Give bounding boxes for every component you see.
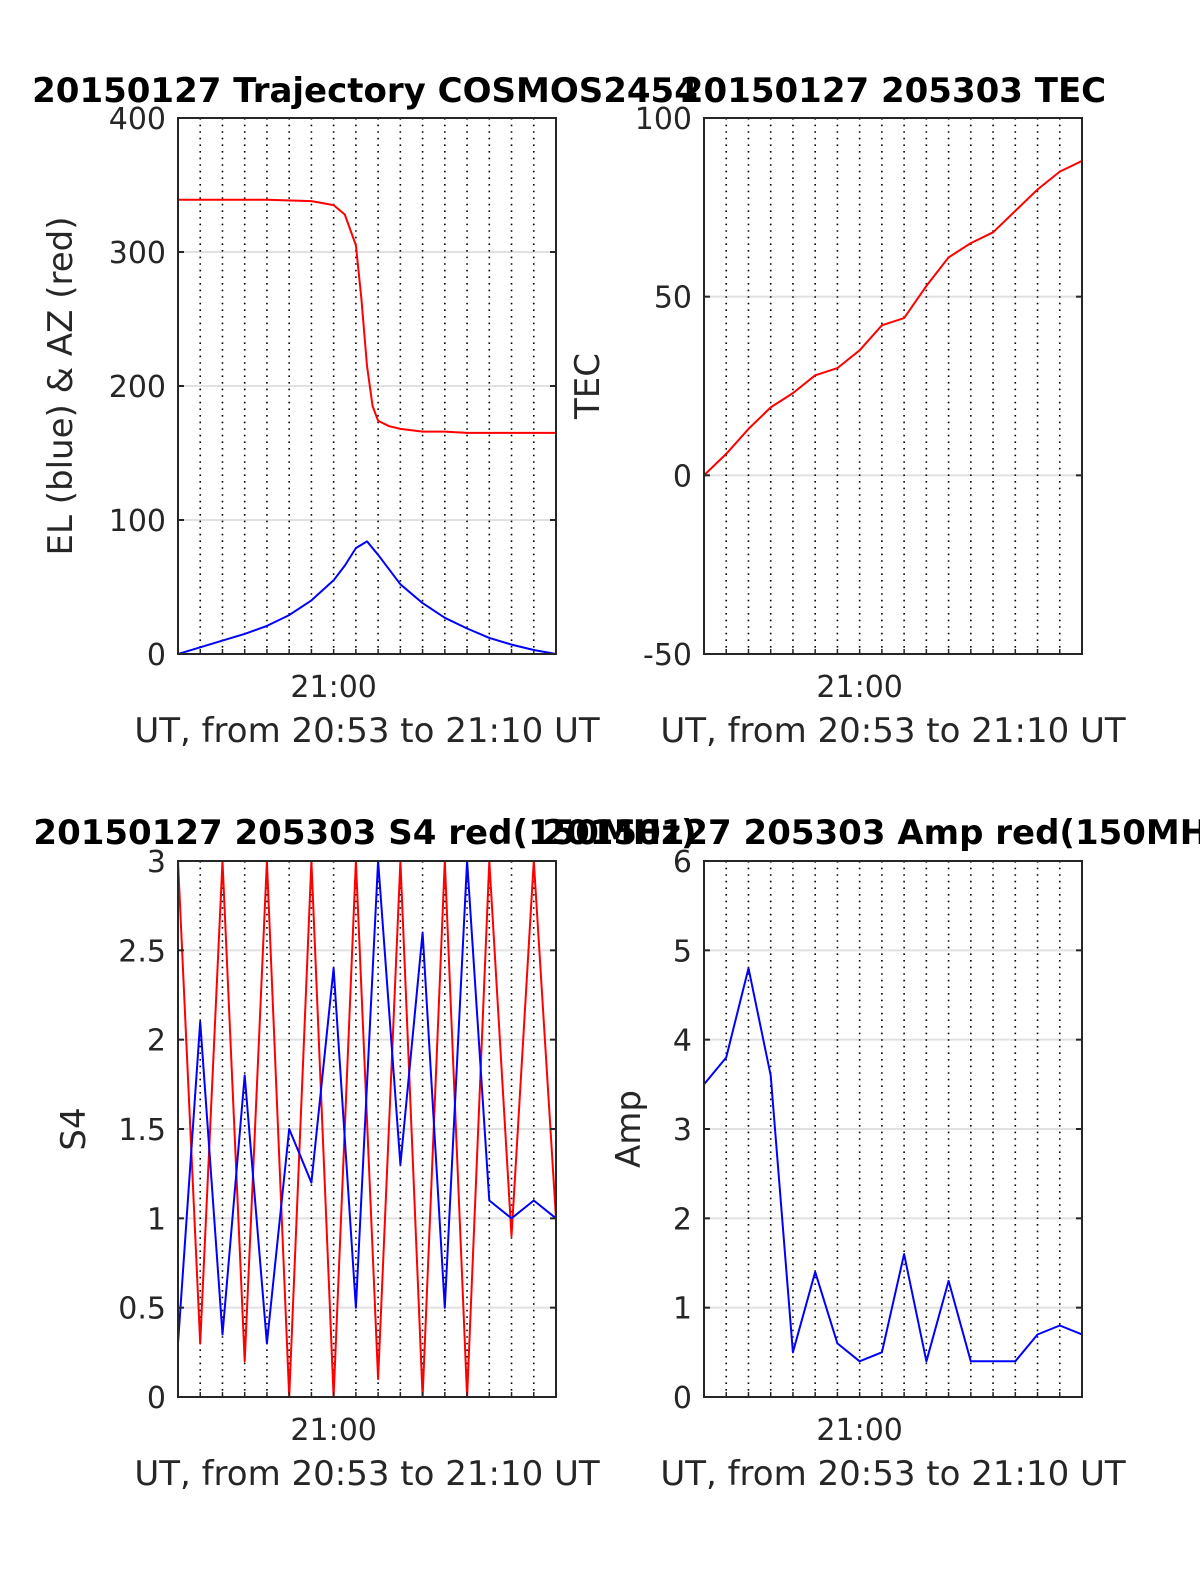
- s4-series-1: [178, 861, 556, 1345]
- amp-y-axis-label: Amp: [609, 1090, 649, 1168]
- tec-y-axis-label: TEC: [568, 353, 608, 420]
- s4-ytick-label-5: 2.5: [118, 934, 166, 969]
- amp-series-0: [704, 967, 1082, 1363]
- trajectory-ytick-label-0: 0: [147, 638, 166, 673]
- panel-s4: 0 0.5 1 1.5 2 2.5 3 21:00 UT, from 20:53 to 21:1…: [33, 813, 696, 1494]
- s4-title: 20150127 205303 S4 red(150MHz): [33, 813, 696, 853]
- s4-ytick-label-2: 1: [147, 1202, 166, 1237]
- s4-x-axis-label: UT, from 20:53 to 21:10 UT: [134, 1454, 600, 1494]
- trajectory-ytick-label-1: 100: [109, 504, 166, 539]
- trajectory-series-1: [178, 198, 556, 434]
- s4-y-axis-label: S4: [54, 1107, 94, 1150]
- tec-ytick-label-0: -50: [643, 638, 692, 673]
- amp-ytick-label-5: 5: [673, 934, 692, 969]
- s4-series-0: [178, 861, 556, 1397]
- s4-xtick-label-0: 21:00: [290, 1413, 376, 1448]
- tec-title: 20150127 205303 TEC: [680, 71, 1106, 111]
- s4-ytick-label-0: 0: [147, 1381, 166, 1416]
- tec-axes-box: [703, 117, 1083, 655]
- amp-ytick-label-0: 0: [673, 1381, 692, 1416]
- amp-ytick-label-6: 6: [673, 845, 692, 880]
- panel-amp: 0 1 2 3 4 5 6 21:00 UT, from 20:53 to 21:10 UT Am…: [542, 813, 1200, 1494]
- trajectory-ytick-label-3: 300: [109, 236, 166, 271]
- s4-ytick-label-4: 2: [147, 1024, 166, 1059]
- panel-tec: -50 0 50 100 21:00 UT, from 20:53 to 21:10 UT…: [568, 71, 1126, 751]
- tec-ytick-label-2: 50: [654, 281, 692, 316]
- amp-ytick-label-2: 2: [673, 1202, 692, 1237]
- amp-title: 20150127 205303 Amp red(150MHz): [542, 813, 1200, 853]
- amp-ytick-label-4: 4: [673, 1024, 692, 1059]
- s4-ytick-label-6: 3: [147, 845, 166, 880]
- tec-ytick-label-3: 100: [635, 102, 692, 137]
- tec-x-axis-label: UT, from 20:53 to 21:10 UT: [660, 711, 1126, 751]
- trajectory-series-0: [178, 540, 556, 654]
- s4-ytick-label-1: 0.5: [118, 1292, 166, 1327]
- s4-ytick-label-3: 1.5: [118, 1113, 166, 1148]
- tec-ytick-label-1: 0: [673, 459, 692, 494]
- trajectory-y-axis-label: EL (blue) & AZ (red): [41, 216, 81, 555]
- amp-ytick-label-1: 1: [673, 1292, 692, 1327]
- trajectory-x-axis-label: UT, from 20:53 to 21:10 UT: [134, 711, 600, 751]
- tec-series-0: [704, 159, 1082, 477]
- tec-plot-area: [704, 118, 1082, 654]
- amp-x-axis-label: UT, from 20:53 to 21:10 UT: [660, 1454, 1126, 1494]
- trajectory-ytick-label-2: 200: [109, 370, 166, 405]
- amp-xtick-label-0: 21:00: [816, 1413, 902, 1448]
- trajectory-title: 20150127 Trajectory COSMOS2454: [32, 71, 698, 111]
- amp-ytick-label-3: 3: [673, 1113, 692, 1148]
- trajectory-ytick-label-4: 400: [109, 102, 166, 137]
- trajectory-xtick-label-0: 21:00: [290, 670, 376, 705]
- tec-xtick-label-0: 21:00: [816, 670, 902, 705]
- panel-trajectory: 0 100 200 300 400 21:00 UT, from 20:53 to 21:1…: [32, 71, 698, 751]
